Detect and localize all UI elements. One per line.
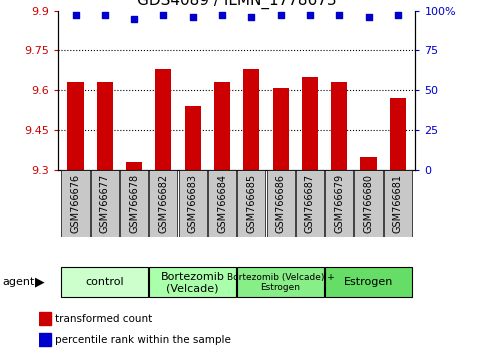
Text: GSM766682: GSM766682 — [158, 174, 169, 233]
Bar — [325, 170, 353, 237]
Bar — [331, 82, 347, 170]
Point — [71, 12, 79, 18]
Bar — [325, 267, 412, 297]
Bar — [61, 170, 90, 237]
Text: Bortezomib (Velcade) +
Estrogen: Bortezomib (Velcade) + Estrogen — [227, 273, 335, 292]
Bar — [149, 267, 236, 297]
Text: GSM766677: GSM766677 — [100, 174, 110, 233]
Bar — [302, 77, 318, 170]
Bar — [39, 312, 51, 325]
Point — [335, 12, 343, 18]
Text: GSM766685: GSM766685 — [246, 174, 256, 233]
Text: GSM766680: GSM766680 — [364, 174, 373, 233]
Text: Bortezomib
(Velcade): Bortezomib (Velcade) — [161, 272, 225, 293]
Bar — [214, 82, 230, 170]
Text: agent: agent — [2, 277, 35, 287]
Text: GSM766681: GSM766681 — [393, 174, 403, 233]
Point — [101, 12, 109, 18]
Text: GSM766684: GSM766684 — [217, 174, 227, 233]
Bar — [126, 162, 142, 170]
Point — [130, 16, 138, 21]
Bar — [97, 82, 113, 170]
Bar — [39, 333, 51, 346]
Point — [247, 14, 255, 20]
Bar — [61, 267, 148, 297]
Bar — [267, 170, 295, 237]
Point — [189, 14, 197, 20]
Point — [277, 12, 284, 18]
Bar — [185, 106, 201, 170]
Bar — [355, 170, 383, 237]
Title: GDS4089 / ILMN_1778673: GDS4089 / ILMN_1778673 — [137, 0, 337, 9]
Bar — [68, 82, 84, 170]
Bar — [272, 88, 289, 170]
Text: GSM766676: GSM766676 — [71, 174, 81, 233]
Point — [394, 12, 402, 18]
Bar — [91, 170, 119, 237]
Bar — [296, 170, 324, 237]
Text: GSM766678: GSM766678 — [129, 174, 139, 233]
Point — [159, 12, 167, 18]
Text: GSM766679: GSM766679 — [334, 174, 344, 233]
Point — [306, 12, 314, 18]
Text: GSM766686: GSM766686 — [276, 174, 285, 233]
Bar — [237, 170, 265, 237]
Text: GSM766687: GSM766687 — [305, 174, 315, 233]
Bar — [243, 69, 259, 170]
Bar — [237, 267, 324, 297]
Bar — [208, 170, 236, 237]
Text: GSM766683: GSM766683 — [188, 174, 198, 233]
Bar — [179, 170, 207, 237]
Bar — [384, 170, 412, 237]
Text: percentile rank within the sample: percentile rank within the sample — [55, 335, 231, 345]
Bar — [149, 170, 177, 237]
Text: Estrogen: Estrogen — [344, 277, 393, 287]
Text: ▶: ▶ — [35, 276, 44, 289]
Bar — [120, 170, 148, 237]
Text: transformed count: transformed count — [55, 314, 152, 324]
Bar — [360, 157, 377, 170]
Text: control: control — [85, 277, 124, 287]
Point — [218, 12, 226, 18]
Point — [365, 14, 372, 20]
Bar — [390, 98, 406, 170]
Bar — [156, 69, 171, 170]
